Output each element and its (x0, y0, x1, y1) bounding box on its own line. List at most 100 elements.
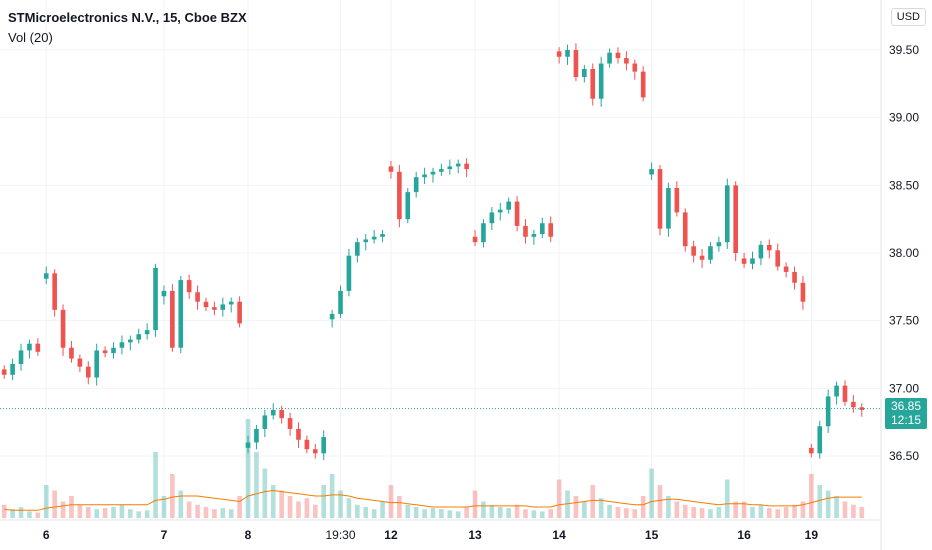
candle-up[interactable] (439, 169, 444, 172)
candle-up[interactable] (380, 234, 385, 237)
candle-down[interactable] (783, 266, 789, 272)
candle-down[interactable] (52, 273, 57, 310)
candle-up[interactable] (43, 273, 49, 279)
candle-down[interactable] (287, 418, 293, 429)
candle-up[interactable] (582, 68, 587, 78)
candle-down[interactable] (792, 271, 797, 283)
candle-down[interactable] (632, 63, 638, 72)
candle-up[interactable] (565, 50, 570, 57)
candle-down[interactable] (523, 225, 528, 237)
candle-down[interactable] (842, 385, 848, 402)
candle-down[interactable] (556, 51, 562, 57)
time-axis[interactable]: 6 7 8 19:30 12 13 14 15 16 19 (43, 528, 818, 542)
candle-down[interactable] (691, 246, 696, 256)
candle-up[interactable] (405, 192, 411, 220)
candle-up[interactable] (228, 301, 234, 305)
candle-up[interactable] (758, 244, 764, 259)
candle-up[interactable] (708, 246, 713, 260)
candle-down[interactable] (741, 258, 747, 264)
candle-up[interactable] (136, 334, 142, 340)
candle-down[interactable] (682, 212, 688, 247)
candle-up[interactable] (144, 330, 150, 335)
candle-up[interactable] (355, 242, 360, 256)
candle-up[interactable] (270, 409, 276, 416)
candle-down[interactable] (85, 366, 91, 378)
price-axis[interactable]: 39.50 39.00 38.50 38.00 37.50 37.00 36.50 (889, 43, 919, 463)
candle-down[interactable] (237, 301, 242, 324)
candle-down[interactable] (590, 68, 596, 99)
candle-up[interactable] (220, 304, 226, 310)
candle-up[interactable] (18, 350, 24, 364)
candle-up[interactable] (371, 236, 377, 240)
candle-down[interactable] (851, 401, 856, 408)
candle-down[interactable] (809, 447, 814, 454)
candle-down[interactable] (640, 71, 646, 98)
candle-up[interactable] (161, 290, 167, 297)
candle-up[interactable] (531, 234, 537, 237)
candle-down[interactable] (548, 223, 554, 237)
candle-down[interactable] (1, 369, 7, 375)
candle-up[interactable] (497, 209, 503, 213)
candle-up[interactable] (321, 437, 327, 454)
candle-up[interactable] (607, 52, 612, 64)
candle-down[interactable] (296, 428, 301, 440)
candle-up[interactable] (506, 201, 511, 210)
candle-up[interactable] (245, 442, 251, 448)
candle-up[interactable] (363, 239, 369, 243)
candle-up[interactable] (447, 166, 453, 170)
candle-down[interactable] (186, 280, 192, 293)
candle-up[interactable] (111, 347, 116, 354)
candle-down[interactable] (464, 163, 469, 170)
candle-down[interactable] (699, 255, 705, 260)
candle-up[interactable] (666, 188, 671, 229)
candle-down[interactable] (60, 309, 66, 348)
candle-up[interactable] (598, 63, 604, 99)
candle-up[interactable] (254, 428, 259, 443)
candle-down[interactable] (775, 250, 781, 267)
volume-indicator-label[interactable]: Vol (20) (8, 30, 53, 45)
candle-up[interactable] (834, 385, 839, 397)
candle-up[interactable] (10, 363, 15, 375)
candle-down[interactable] (35, 343, 41, 352)
candle-up[interactable] (724, 185, 730, 243)
candle-down[interactable] (624, 58, 629, 64)
candle-down[interactable] (77, 358, 83, 367)
candle-up[interactable] (119, 342, 125, 348)
candle-up[interactable] (481, 223, 486, 243)
candle-up[interactable] (128, 339, 133, 343)
candle-up[interactable] (329, 313, 335, 320)
candle-up[interactable] (338, 290, 343, 314)
candle-up[interactable] (346, 255, 352, 291)
candle-down[interactable] (212, 307, 217, 310)
symbol-title[interactable]: STMicroelectronics N.V., 15, Cboe BZX (8, 10, 247, 25)
candle-down[interactable] (279, 409, 284, 419)
candle-up[interactable] (455, 163, 461, 167)
candle-down[interactable] (514, 201, 520, 226)
candle-down[interactable] (800, 282, 806, 302)
candle-down[interactable] (573, 50, 579, 78)
candle-down[interactable] (203, 301, 209, 308)
candle-down[interactable] (733, 185, 738, 253)
candle-down[interactable] (388, 166, 394, 172)
candle-down[interactable] (69, 347, 74, 359)
currency-button[interactable]: USD (890, 8, 926, 26)
candle-up[interactable] (430, 171, 436, 175)
candle-down[interactable] (615, 52, 621, 59)
candle-up[interactable] (716, 242, 722, 247)
candle-up[interactable] (262, 415, 268, 429)
candle-up[interactable] (817, 426, 823, 454)
candle-down[interactable] (766, 244, 772, 251)
candle-up[interactable] (422, 174, 427, 178)
candle-up[interactable] (413, 177, 419, 193)
candle-down[interactable] (195, 292, 200, 302)
candle-down[interactable] (102, 350, 108, 354)
candle-up[interactable] (153, 267, 158, 331)
candle-up[interactable] (649, 169, 654, 175)
candle-down[interactable] (312, 449, 318, 454)
candle-up[interactable] (489, 212, 495, 224)
candle-up[interactable] (27, 343, 32, 351)
candle-up[interactable] (539, 223, 545, 235)
candles[interactable] (1, 43, 865, 461)
candle-up[interactable] (750, 258, 755, 264)
